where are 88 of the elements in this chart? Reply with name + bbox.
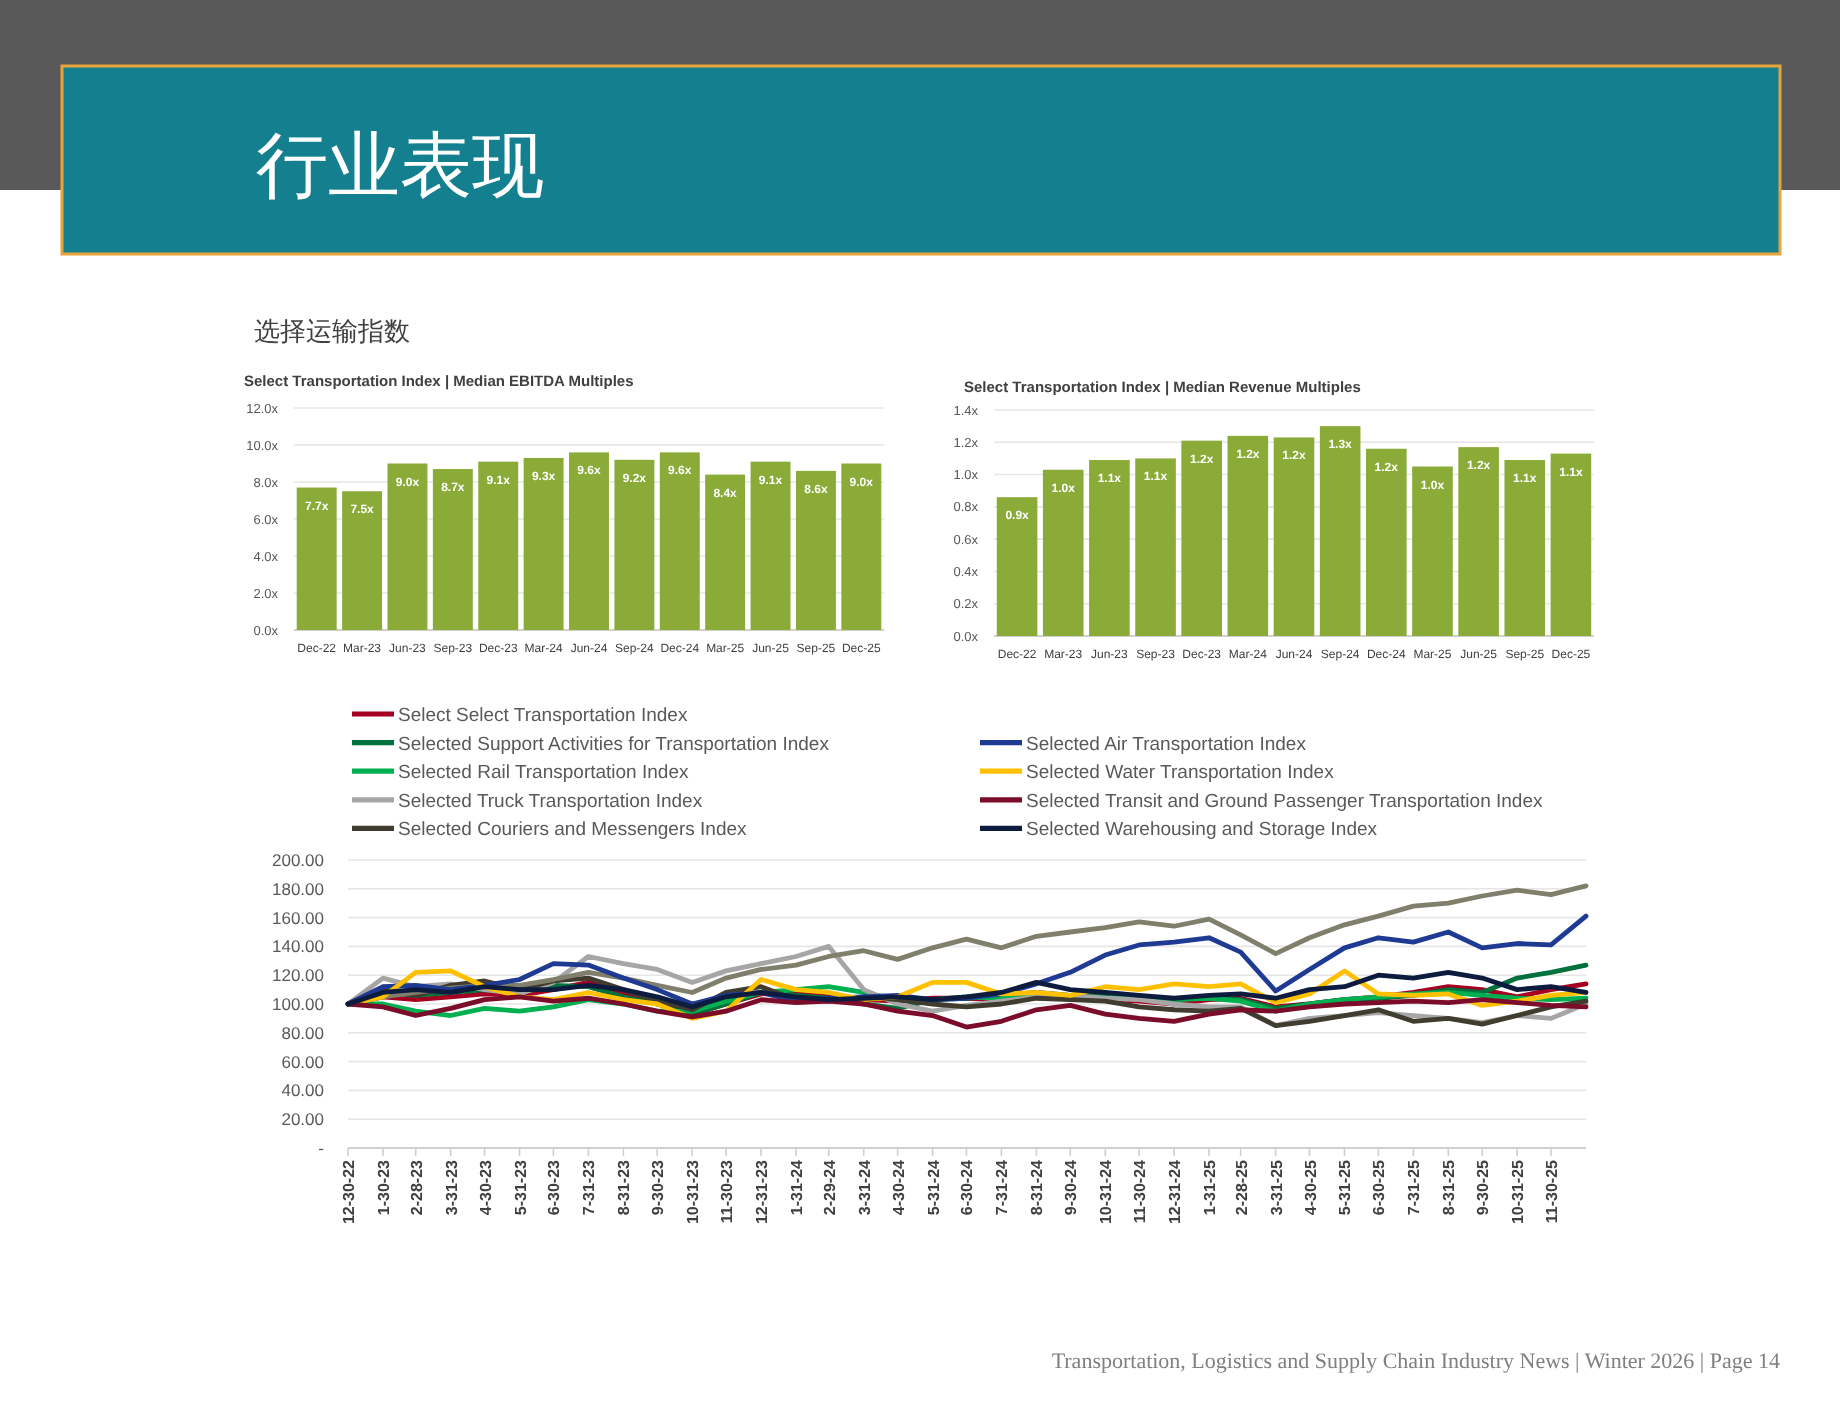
x-tick-label: 11-30-23 [718,1158,737,1224]
x-tick-label: 12-30-22 [340,1158,358,1225]
legend-label: Selected Water Transportation Index [1026,762,1335,785]
x-tick-label: 7-31-23 [580,1158,599,1216]
y-tick-label: 120.00 [272,965,325,986]
bar [705,474,746,630]
bar [1550,453,1592,636]
bar [569,452,609,630]
x-tick-label: 1-31-25 [1201,1158,1220,1216]
bar [523,457,564,630]
bar [1412,466,1453,636]
x-tick-label: 6-30-25 [1370,1158,1389,1216]
x-tick-label: 11-30-24 [1131,1158,1150,1224]
x-tick-label: 1-30-23 [374,1158,393,1216]
bar [1227,435,1269,636]
x-tick-label: 4-30-24 [889,1158,908,1216]
x-tick-label: 6-30-23 [545,1158,564,1216]
bar [1319,426,1361,636]
legend-label: Selected Rail Transportation Index [398,762,689,785]
line-series [345,944,1589,1028]
x-tick-label: 10-31-25 [1509,1158,1528,1225]
bar [795,470,836,630]
x-tick-label: 7-31-24 [993,1158,1012,1216]
x-tick-label: 11-30-25 [1543,1158,1562,1224]
bar [1458,447,1499,636]
legend-label: Selected Transit and Ground Passenger Transportation Index [1026,790,1543,813]
legend-label: Selected Air Transportation Index [1026,733,1307,756]
x-tick-label: 9-30-25 [1474,1158,1493,1216]
x-tick-label: 3-31-25 [1267,1158,1286,1216]
x-tick-label: 9-30-24 [1062,1158,1081,1216]
legend-label: Selected Support Activities for Transportation Index [398,733,830,756]
x-tick-label: 1-31-24 [788,1158,807,1216]
x-tick-label: 2-29-24 [820,1158,839,1216]
x-tick-label: 8-31-24 [1028,1158,1047,1216]
x-tick-label: 7-31-25 [1405,1158,1424,1216]
line-series [345,913,1589,1007]
x-tick-label: 4-30-23 [476,1158,495,1216]
bar [659,452,700,630]
y-tick-label: 140.00 [272,936,325,957]
text: 行业表现 [256,126,544,206]
x-tick-label: 4-30-25 [1301,1158,1320,1216]
bar [296,487,337,630]
x-tick-label: 5-31-25 [1336,1158,1355,1216]
bar [1504,460,1546,636]
x-tick-label: 6-30-24 [958,1158,977,1216]
bar [1089,460,1130,636]
legend-label: Select Select Transportation Index [398,705,688,727]
x-tick-label: 3-31-24 [855,1158,874,1216]
x-tick-label: 5-31-24 [924,1158,943,1216]
y-tick-label: 160.00 [272,907,325,928]
x-tick-label: 2-28-23 [407,1158,426,1216]
bar [841,463,882,630]
bar [478,461,519,630]
bar [1181,440,1222,636]
x-tick-label: 12-31-23 [753,1158,772,1225]
y-tick-label: 60.00 [281,1051,325,1072]
bar [750,461,791,630]
x-tick-label: 10-31-23 [684,1158,703,1225]
bar [387,463,428,630]
y-tick-label: 180.00 [272,878,325,899]
x-tick-label: 12-31-24 [1166,1158,1185,1225]
bar [996,497,1038,636]
x-tick-label: 5-31-23 [511,1158,530,1216]
x-tick-label: 2-28-25 [1232,1158,1251,1216]
legend-label: Selected Warehousing and Storage Index [1026,819,1378,842]
y-tick-label: 40.00 [281,1080,325,1101]
text: Transportation, Logistics and Supply Chain Industry News | Winter 2026 | Page 14 [1051,1350,1781,1374]
y-tick-label: 20.00 [281,1109,325,1130]
x-tick-label: 9-30-23 [649,1158,668,1216]
bar [432,469,473,630]
bar [1273,437,1315,636]
x-tick-label: 3-31-23 [442,1158,461,1216]
y-tick-label: 100.00 [272,993,325,1014]
bar [1366,448,1407,636]
y-tick-label: 200.00 [272,849,325,870]
legend-label: Selected Truck Transportation Index [398,790,703,813]
x-tick-label: 10-31-24 [1097,1158,1116,1225]
legend-label: Selected Couriers and Messengers Index [398,819,748,842]
y-tick-label: - [318,1137,325,1158]
bar [1042,469,1084,636]
y-tick-label: 80.00 [281,1022,325,1043]
text: 选择运输指数 [254,316,410,346]
x-tick-label: 8-31-23 [615,1158,634,1216]
x-tick-label: 8-31-25 [1440,1158,1459,1216]
bar [614,459,655,630]
bar [1135,458,1176,636]
bar [342,491,383,630]
line-series [345,994,1589,1030]
